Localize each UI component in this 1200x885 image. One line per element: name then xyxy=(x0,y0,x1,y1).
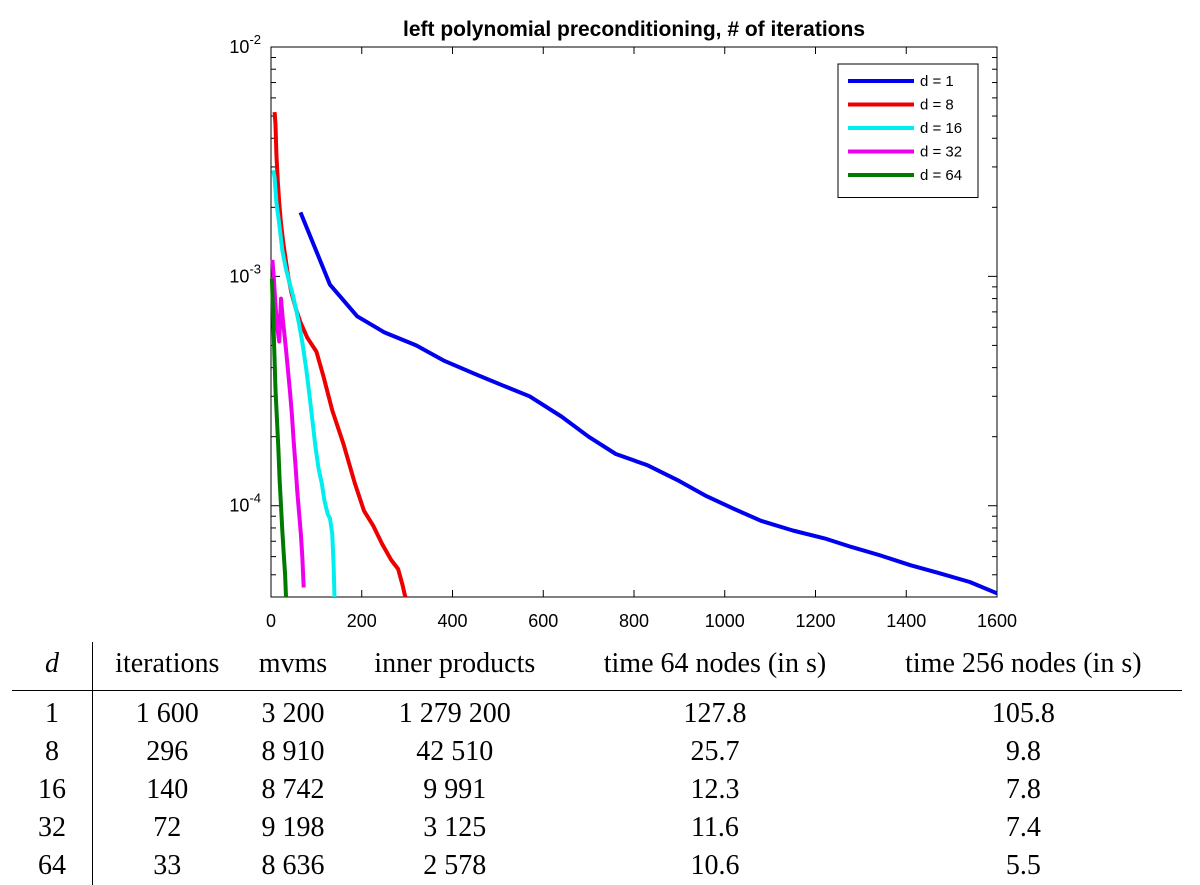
cell-time-256: 7.4 xyxy=(1005,812,1041,843)
cell-iterations: 296 xyxy=(146,736,189,767)
x-tick-label: 600 xyxy=(528,611,558,631)
table-row: 32 72 9 198 3 125 11.6 7.4 xyxy=(12,809,1182,847)
x-tick-label: 1600 xyxy=(977,611,1017,631)
x-tick-label: 200 xyxy=(347,611,377,631)
cell-d: 64 xyxy=(12,847,93,885)
cell-iterations: 140 xyxy=(146,774,189,805)
cell-mvms: 9 198 xyxy=(261,812,325,843)
x-tick-label: 400 xyxy=(437,611,467,631)
legend-label: d = 16 xyxy=(920,120,962,137)
cell-mvms: 3 200 xyxy=(261,698,325,729)
x-tick-label: 1400 xyxy=(886,611,926,631)
cell-time-64: 11.6 xyxy=(690,812,739,843)
cell-time-64: 25.7 xyxy=(690,736,740,767)
x-tick-label: 0 xyxy=(266,611,276,631)
cell-mvms: 8 910 xyxy=(261,736,325,767)
x-axis: 0 200 400 600 800 1000 1200 1400 1600 xyxy=(266,47,1017,631)
cell-iterations: 33 xyxy=(153,850,182,881)
cell-time-64: 127.8 xyxy=(683,698,747,729)
legend-label: d = 64 xyxy=(920,167,962,184)
cell-time-256: 105.8 xyxy=(991,698,1055,729)
cell-iterations: 72 xyxy=(153,812,182,843)
legend-label: d = 8 xyxy=(920,97,954,114)
series-lines xyxy=(269,111,998,598)
table-row: 64 33 8 636 2 578 10.6 5.5 xyxy=(12,847,1182,885)
cell-inner-products: 1 279 200 xyxy=(398,698,511,729)
header-iterations: iterations xyxy=(92,642,242,691)
table-row: 1 1 600 3 200 1 279 200 127.8 105.8 xyxy=(12,690,1182,733)
cell-d: 32 xyxy=(12,809,93,847)
legend: d = 1 d = 8 d = 16 d = 32 d = 64 xyxy=(837,63,979,198)
table-row: 8 296 8 910 42 510 25.7 9.8 xyxy=(12,733,1182,771)
cell-inner-products: 42 510 xyxy=(416,736,494,767)
results-table: d iterations mvms inner products time 64… xyxy=(12,642,1182,885)
x-tick-label: 1000 xyxy=(705,611,745,631)
table-row: 16 140 8 742 9 991 12.3 7.8 xyxy=(12,771,1182,809)
header-d: d xyxy=(12,642,93,691)
series-line-d16 xyxy=(271,169,337,598)
cell-mvms: 8 636 xyxy=(261,850,325,881)
cell-inner-products: 9 991 xyxy=(423,774,487,805)
series-line-d8 xyxy=(272,111,408,598)
cell-time-256: 9.8 xyxy=(1005,736,1041,767)
header-mvms: mvms xyxy=(241,642,345,691)
cell-time-256: 5.5 xyxy=(1005,850,1041,881)
y-tick-label: 10-4 xyxy=(229,491,261,516)
cell-d: 1 xyxy=(12,690,93,733)
legend-label: d = 1 xyxy=(920,73,954,90)
cell-d: 8 xyxy=(12,733,93,771)
cell-inner-products: 3 125 xyxy=(423,812,487,843)
y-tick-label: 10-3 xyxy=(229,261,261,286)
header-time-256-nodes: time 256 nodes (in s) xyxy=(864,642,1182,691)
cell-iterations: 1 600 xyxy=(135,698,199,729)
legend-label: d = 32 xyxy=(920,144,962,161)
cell-time-64: 12.3 xyxy=(690,774,740,805)
series-line-d1 xyxy=(298,211,998,596)
chart-title: left polynomial preconditioning, # of it… xyxy=(403,18,865,41)
header-inner-products: inner products xyxy=(344,642,566,691)
series-line-d32 xyxy=(270,259,306,588)
y-tick-label: 10-2 xyxy=(229,32,261,57)
x-tick-label: 800 xyxy=(619,611,649,631)
x-tick-label: 1200 xyxy=(795,611,835,631)
cell-d: 16 xyxy=(12,771,93,809)
header-time-64-nodes: time 64 nodes (in s) xyxy=(565,642,865,691)
cell-inner-products: 2 578 xyxy=(423,850,487,881)
cell-time-256: 7.8 xyxy=(1005,774,1041,805)
cell-time-64: 10.6 xyxy=(690,850,740,881)
iterations-chart: left polynomial preconditioning, # of it… xyxy=(229,18,1017,631)
cell-mvms: 8 742 xyxy=(261,774,325,805)
table-header-row: d iterations mvms inner products time 64… xyxy=(12,642,1182,691)
series-line-d64 xyxy=(269,278,288,598)
